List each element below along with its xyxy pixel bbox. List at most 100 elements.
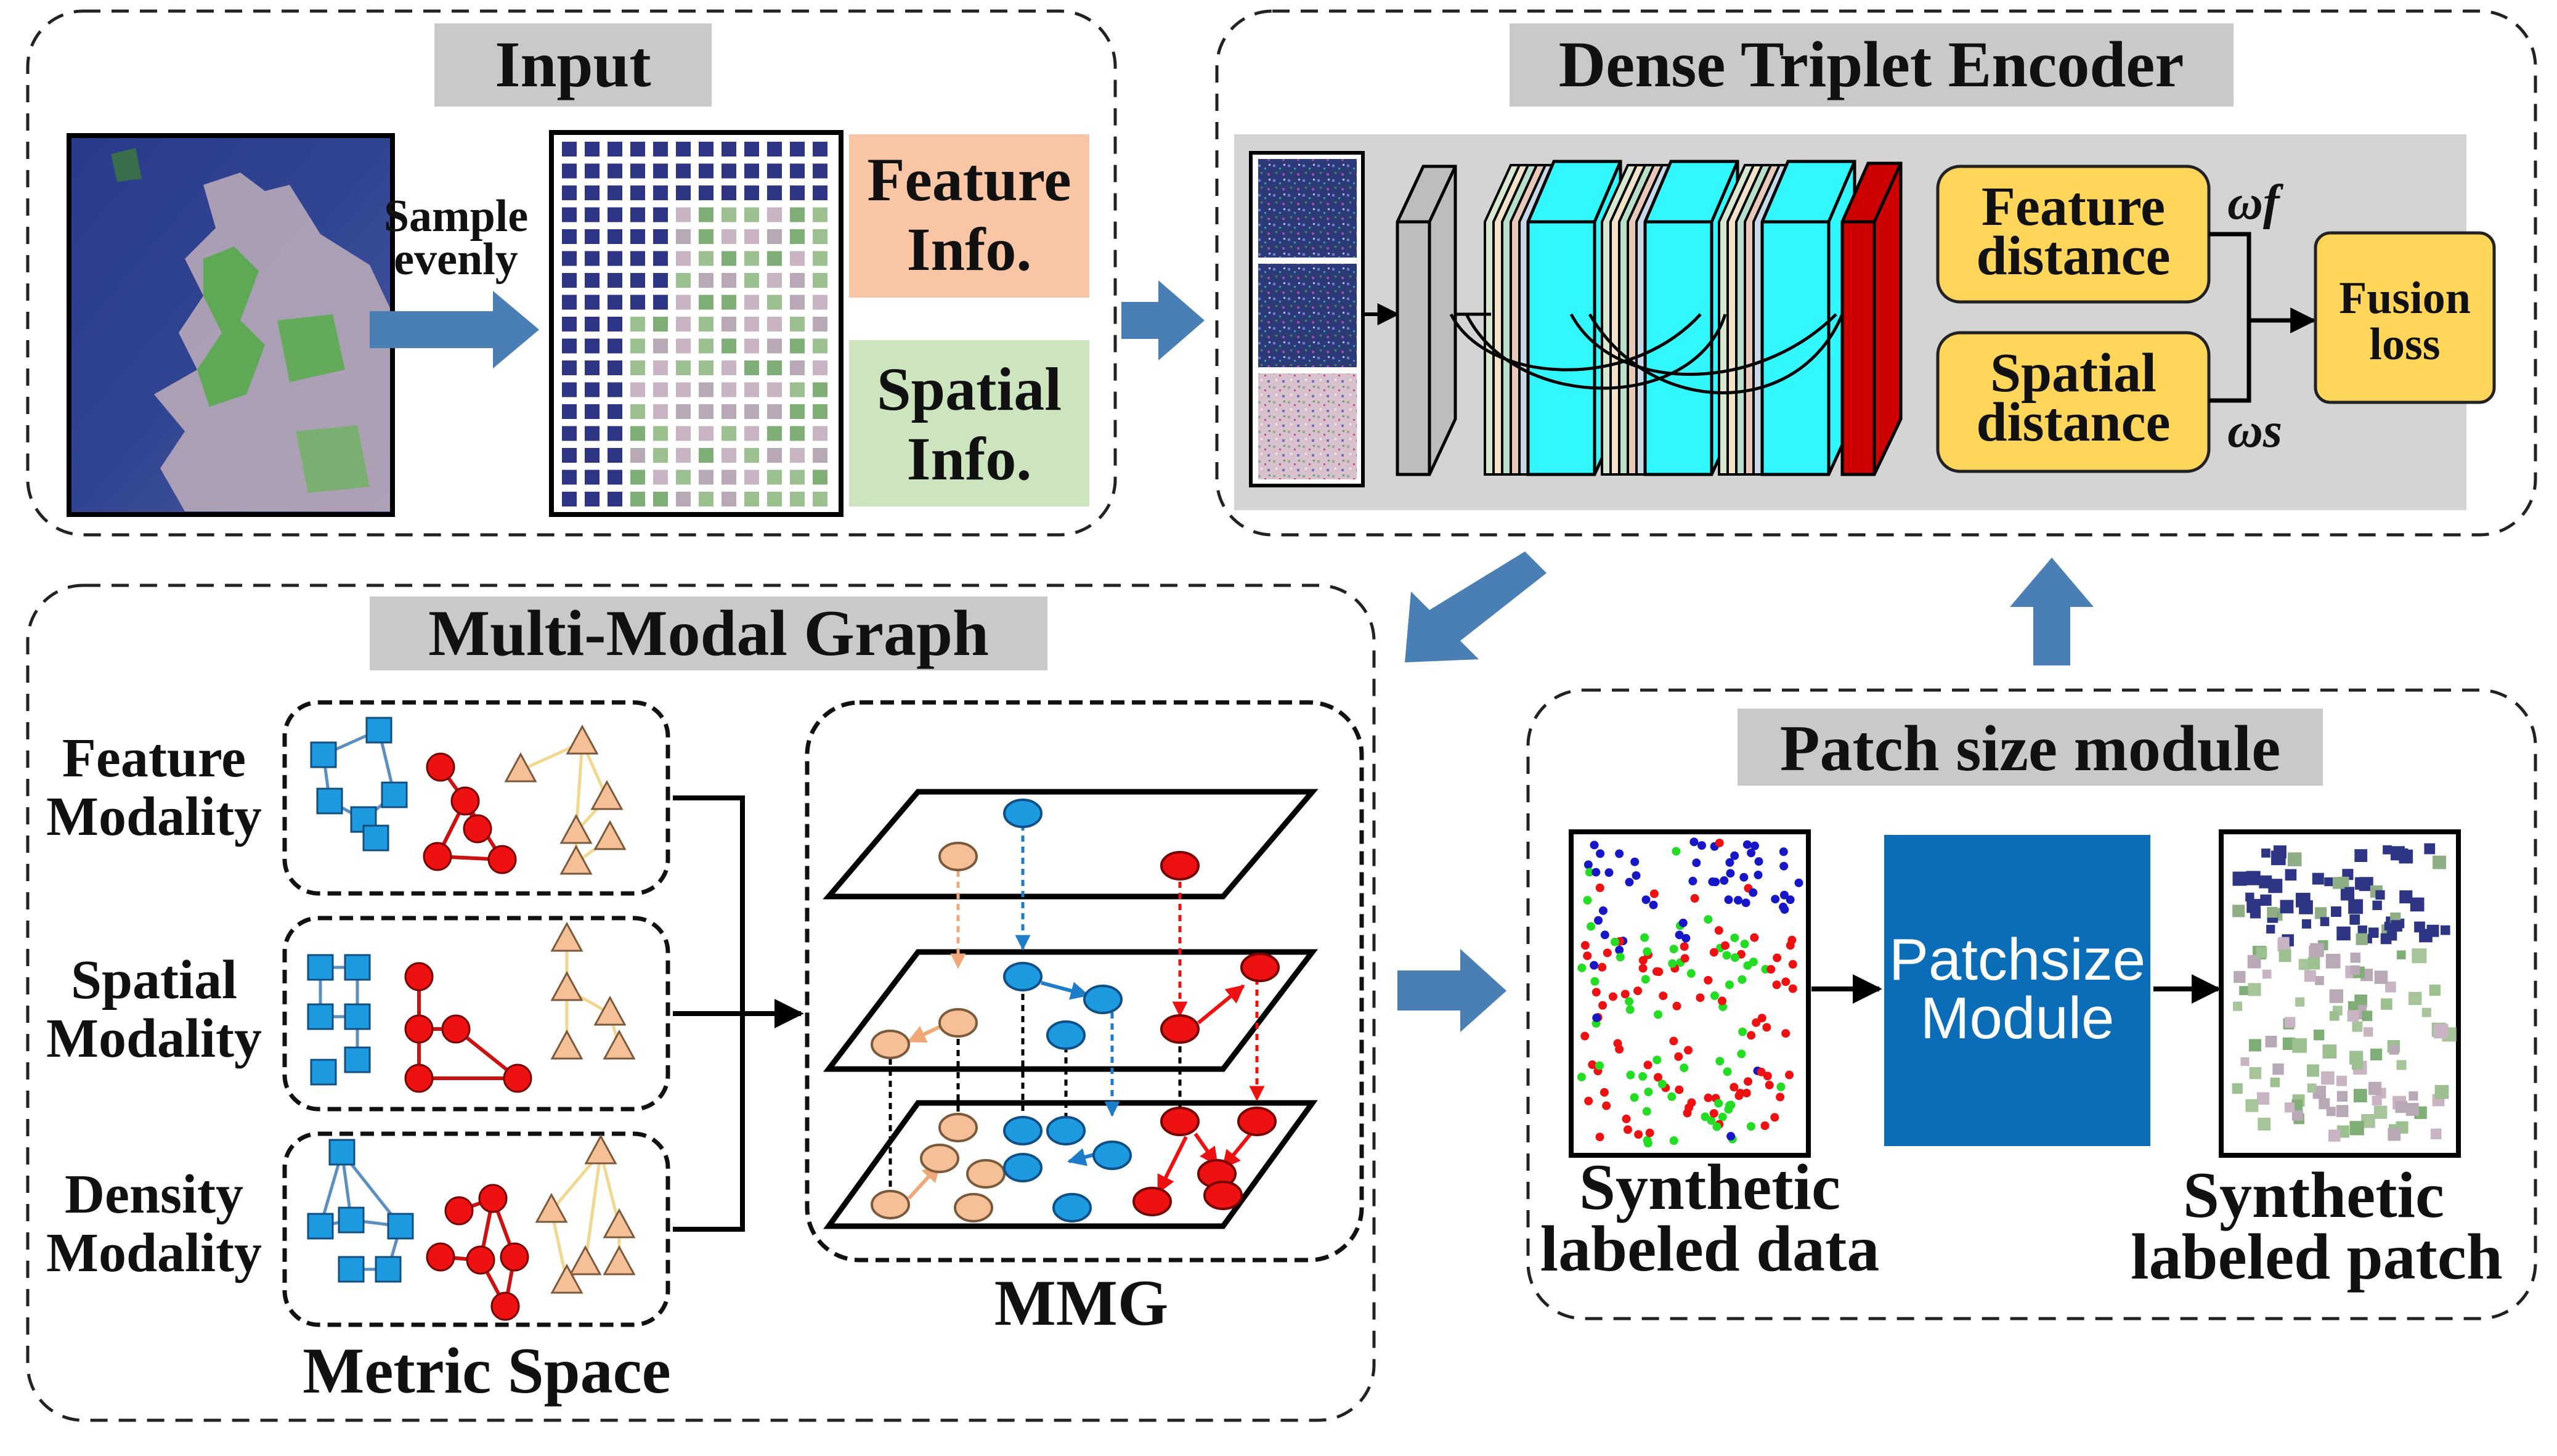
patch-square [2232,871,2247,886]
input-panel [26,9,1117,537]
grid-sample-square [676,382,691,397]
data-point [1794,878,1803,887]
patch-square [2309,945,2321,958]
data-point [1757,1067,1766,1076]
grid-sample-square [630,492,645,506]
grid-sample-square [630,470,645,485]
modality-graphs [307,717,636,1321]
grid-sample-square [653,470,668,485]
patch-square [2295,892,2311,908]
red-circle-node [466,1245,495,1275]
red-circle-node [500,1242,529,1272]
feature-distance-2: distance [1977,226,2171,287]
grid-sample-square [608,207,622,222]
grid-sample-square [767,404,782,419]
patch-square [2256,1092,2270,1105]
data-point [1590,977,1600,986]
data-point [1630,857,1640,866]
patch-square [2426,924,2439,937]
peach-triangle-node [504,752,537,783]
grid-sample-square [653,404,668,419]
grid-sample-square [744,273,759,288]
data-point [1779,847,1788,856]
grid-sample-square [767,295,782,310]
data-point [1726,1132,1736,1141]
patch-square [2267,906,2278,918]
data-point [1598,906,1608,915]
mmg-node [1046,1116,1086,1145]
grid-sample-square [585,163,600,179]
feature-info-1: Feature [867,145,1071,214]
data-point [1704,975,1713,985]
grid-sample-square [699,185,713,200]
data-point [1709,1108,1718,1118]
grid-sample-square [608,382,622,397]
grid-sample-square [676,360,691,375]
data-point [1643,1139,1652,1148]
data-point [1610,937,1619,946]
grid-sample-square [790,317,805,331]
grid-sample-square [722,317,736,331]
grid-sample-square [813,338,827,354]
patch-square [2284,1102,2295,1113]
data-point [1580,1031,1590,1041]
grid-sample-square [744,382,759,397]
data-point [1678,918,1688,927]
synthetic-data-points [1577,837,1803,1148]
grid-sample-square [699,338,713,354]
data-point [1686,969,1696,978]
data-point [1583,860,1593,869]
data-point [1598,1001,1608,1010]
red-circle-node [441,1014,471,1044]
peach-triangle-node [603,1208,636,1238]
grid-sample-square [767,360,782,375]
data-point [1786,895,1795,905]
fusion-loss-1: Fusion [2339,273,2471,323]
patch-square [2349,1121,2364,1136]
patch-square [2271,850,2286,866]
grid-sample-square [562,163,577,179]
grid-sample-square [699,448,713,463]
grid-sample-square [562,382,577,397]
data-point [1587,922,1596,931]
mmg-node [1003,1116,1043,1145]
grid-sample-square [722,492,736,506]
red-circle-node [423,842,452,871]
data-point [1688,876,1697,885]
grid-sample-square [767,163,782,179]
patch-square [2322,1044,2337,1059]
mmg-layers [823,789,1319,1229]
data-point [1687,1098,1696,1107]
patch-square [2278,937,2290,949]
data-point [1577,963,1587,972]
grid-sample-square [722,295,736,310]
peach-triangle-node [593,995,627,1026]
grid-sample-square [585,426,600,441]
red-circle-node [478,1184,508,1213]
patch-square [2353,1089,2367,1103]
graph-panel [26,584,1376,1422]
mmg-node [966,1159,1006,1189]
patch-square [2399,890,2413,904]
fusion-merge-line [2209,232,2251,403]
encoder-title: Dense Triplet Encoder [1559,28,2184,100]
grid-sample-square [813,317,827,331]
patch-square [2347,1010,2359,1022]
grid-sample-square [676,185,691,200]
peach-triangle-node [584,1134,617,1165]
peach-triangle-node [559,844,593,875]
feature-modality-box [282,700,670,896]
data-point [1752,1018,1761,1027]
grid-sample-square [608,426,622,441]
patch-square [2383,845,2392,855]
data-point [1718,996,1727,1006]
patch-square [2351,1058,2364,1070]
grid-sample-square [813,142,827,157]
data-point [1652,967,1661,976]
sampled-grid-image [549,130,844,517]
peach-triangle-node [566,724,599,755]
patch-square [2301,919,2311,929]
patch-square [2336,1091,2348,1102]
patch-square [2291,1109,2303,1121]
grid-sample-square [699,251,713,266]
